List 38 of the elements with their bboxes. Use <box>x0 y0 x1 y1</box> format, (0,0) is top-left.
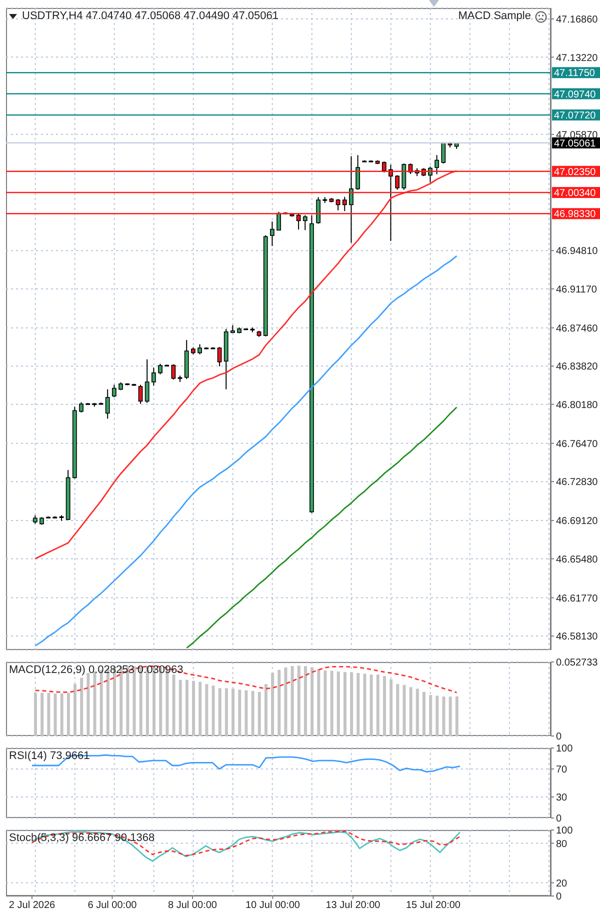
y-tick-label: 100 <box>556 826 574 837</box>
y-tick-label: 46.58130 <box>556 632 598 643</box>
y-tick-label: 0 <box>556 732 562 743</box>
x-tick-label: 8 Jul 00:00 <box>168 900 218 911</box>
y-tick-label: 46.65480 <box>556 554 598 566</box>
y-tick-label: 46.69120 <box>556 516 598 528</box>
y-tick-label: 0 <box>556 892 562 903</box>
ref-line-label: 47.11750 <box>554 68 596 80</box>
y-tick-label: 100 <box>556 744 574 755</box>
ref-line-label: 46.98330 <box>554 209 596 220</box>
y-tick-label: 46.83820 <box>556 362 598 373</box>
ref-line-label: 47.02350 <box>554 166 596 178</box>
annotation: MACD Sample <box>458 10 531 23</box>
ref-line-label: 47.07720 <box>554 110 596 122</box>
x-tick-label: 10 Jul 00:00 <box>246 900 300 911</box>
x-tick-label: 15 Jul 20:00 <box>406 900 461 911</box>
y-tick-label: 70 <box>556 764 568 776</box>
chart-title: USDTRY,H4 47.04740 47.05068 47.04490 47.05061 <box>22 10 278 23</box>
y-tick-label: 0.052733 <box>556 658 598 669</box>
x-tick-label: 6 Jul 00:00 <box>88 900 138 911</box>
y-tick-label: 46.87460 <box>556 323 598 334</box>
ref-line-label: 47.09740 <box>554 89 596 100</box>
y-tick-label: 0 <box>556 814 562 825</box>
y-tick-label: 47.13220 <box>556 52 598 64</box>
x-tick-label: 2 Jul 2026 <box>8 900 56 911</box>
y-tick-label: 46.76470 <box>556 438 598 450</box>
y-tick-label: 30 <box>556 792 568 804</box>
y-tick-label: 46.80180 <box>556 400 598 411</box>
x-tick-label: 13 Jul 20:00 <box>326 900 381 911</box>
y-tick-label: 46.94810 <box>556 246 598 258</box>
y-tick-label: 20 <box>556 878 568 890</box>
y-tick-label: 46.91170 <box>556 284 598 296</box>
ref-line-label: 47.05061 <box>554 138 596 150</box>
y-tick-label: 80 <box>556 838 568 850</box>
y-tick-label: 46.72830 <box>556 477 598 488</box>
ref-line-label: 47.00340 <box>554 188 596 200</box>
y-tick-label: 47.16860 <box>556 14 598 26</box>
y-tick-label: 46.61770 <box>556 593 598 604</box>
